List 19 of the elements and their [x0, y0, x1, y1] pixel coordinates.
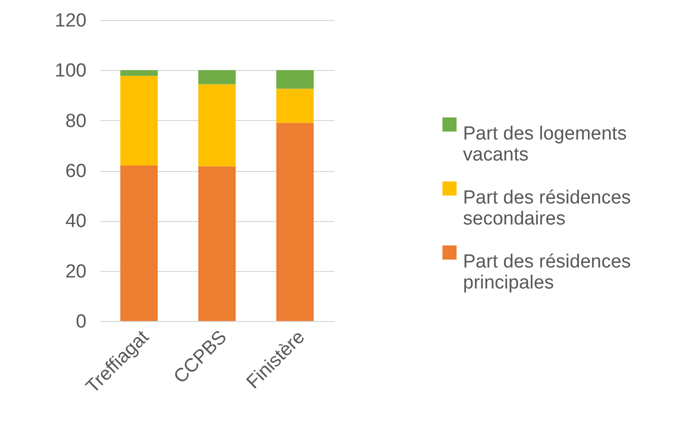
bar — [276, 70, 314, 89]
bar — [198, 166, 236, 321]
bar — [198, 70, 236, 84]
bar — [198, 84, 236, 166]
bar — [276, 88, 314, 123]
y-tick-label: 40 — [65, 211, 86, 232]
y-tick-label: 80 — [65, 110, 86, 132]
bar — [120, 165, 158, 321]
y-tick-label: 60 — [65, 161, 86, 182]
y-tick-label: 100 — [54, 60, 86, 82]
y-tick-label: 120 — [54, 10, 86, 32]
legend-label: Part des résidences secondaires — [463, 188, 631, 230]
y-tick-label: 20 — [65, 261, 86, 282]
y-tick-label: 0 — [76, 312, 86, 332]
bar — [120, 70, 158, 76]
legend-label: Part des logements vacants — [463, 124, 627, 166]
bar — [276, 122, 314, 321]
legend-label: Part des résidences principales — [463, 252, 631, 294]
bar — [120, 76, 158, 166]
